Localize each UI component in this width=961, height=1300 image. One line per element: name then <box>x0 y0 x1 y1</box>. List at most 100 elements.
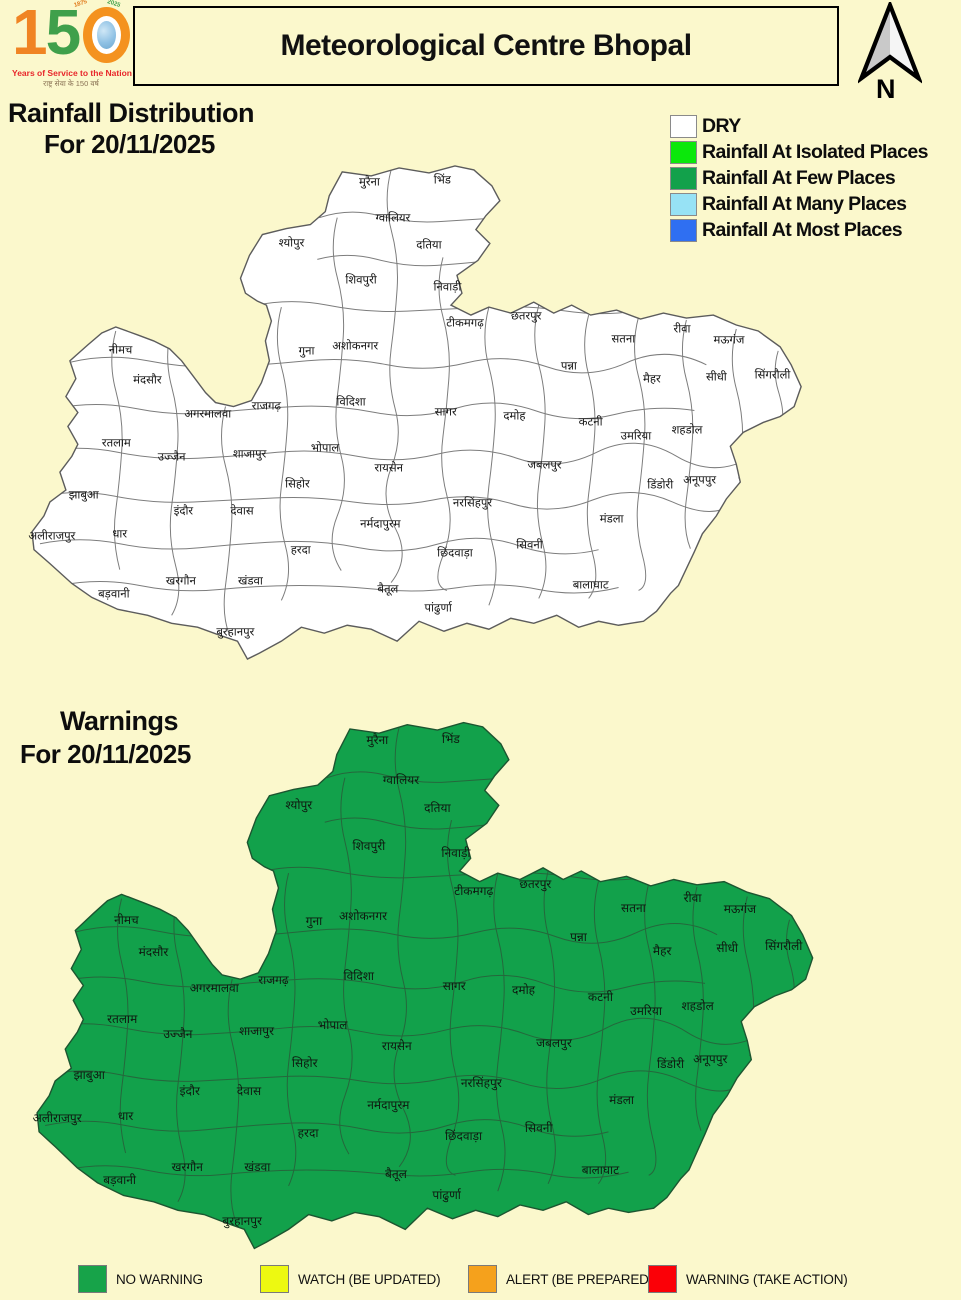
district-label: दमोह <box>512 982 536 997</box>
district-label: छतरपुर <box>510 310 542 323</box>
district-label: अनूपपुर <box>693 1051 728 1066</box>
district-label: शहडोल <box>671 424 703 437</box>
district-label: मंदसौर <box>133 374 162 387</box>
warning-legend-item: WARNING (TAKE ACTION) <box>648 1262 848 1296</box>
district-label: गुना <box>305 914 323 929</box>
district-label: रीवा <box>673 323 691 336</box>
globe-icon <box>97 21 116 49</box>
district-label: पन्ना <box>560 360 577 373</box>
mp-state-map <box>20 156 858 668</box>
logo-year-start: 1875 <box>73 0 88 9</box>
district-label: रतलाम <box>107 1012 138 1027</box>
district-label: झाबुआ <box>68 489 99 502</box>
legend-label: Rainfall At Few Places <box>702 166 896 189</box>
legend-swatch <box>670 218 697 242</box>
district-label: निवाड़ी <box>441 845 471 860</box>
district-label: गुना <box>298 345 315 358</box>
district-label: पांढुर्णा <box>432 1188 461 1203</box>
district-label: शाजापुर <box>232 448 267 461</box>
imd-150-logo: 1 5 1875 2025 Years of Service to the Na… <box>12 0 132 94</box>
district-label: भिंड <box>433 174 451 187</box>
district-label: उज्जैन <box>163 1027 193 1042</box>
district-label: डिंडोरी <box>657 1057 685 1072</box>
rainfall-heading: Rainfall Distribution <box>8 98 255 128</box>
legend-label: Rainfall At Many Places <box>702 192 907 215</box>
north-arrow: N <box>856 0 942 110</box>
title-box: Meteorological Centre Bhopal <box>133 6 839 86</box>
district-label: शाजापुर <box>239 1023 275 1038</box>
district-label: नर्मदापुरम <box>367 1098 410 1113</box>
district-label: श्योपुर <box>285 798 313 813</box>
legend-swatch <box>670 166 697 190</box>
district-label: मऊगंज <box>723 902 756 917</box>
district-label: रायसेन <box>374 462 403 475</box>
warning-legend-item: NO WARNING <box>78 1262 203 1296</box>
district-label: शिवपुरी <box>352 838 386 853</box>
district-label: बुरहानपुर <box>216 626 255 639</box>
district-label: नीमच <box>114 913 139 928</box>
district-label: बुरहानपुर <box>222 1213 262 1228</box>
district-label: मैहर <box>643 372 661 385</box>
warnings-date: For 20/11/2025 <box>20 739 191 769</box>
legend-label: WARNING (TAKE ACTION) <box>686 1271 848 1287</box>
district-label: इंदौर <box>173 505 194 518</box>
district-label: नरसिंहपुर <box>460 1076 502 1091</box>
legend-swatch <box>670 114 697 138</box>
rainfall-map: मुरैना भिंड ग्वालियर श्योपुर दतिया शिवपुरी निव… <box>20 156 858 668</box>
district-label: बड़वानी <box>98 588 130 601</box>
legend-label: NO WARNING <box>116 1271 203 1287</box>
district-label: सीधी <box>716 941 739 956</box>
district-label: मुरैना <box>358 175 380 188</box>
district-label: शिवपुरी <box>345 274 377 287</box>
warnings-legend: NO WARNING WATCH (BE UPDATED) ALERT (BE PR… <box>0 1262 961 1300</box>
district-label: रायसेन <box>381 1039 412 1054</box>
district-label: छतरपुर <box>519 876 552 891</box>
district-label: सागर <box>434 405 457 418</box>
district-label: भोपाल <box>310 442 340 455</box>
district-label: टीकमगढ़ <box>446 317 484 330</box>
district-label: नरसिंहपुर <box>452 497 493 510</box>
district-label: रीवा <box>683 890 702 905</box>
district-label: भोपाल <box>317 1017 348 1032</box>
logo-digit-1: 1 <box>12 0 48 68</box>
district-label: मंडला <box>609 1093 634 1108</box>
district-label: अगरमालवा <box>184 407 232 420</box>
warnings-heading: Warnings <box>60 706 179 736</box>
district-label: अगरमालवा <box>189 980 239 995</box>
district-label: देवास <box>236 1084 262 1099</box>
district-label: जबलपुर <box>527 459 562 472</box>
mp-state-map <box>25 712 870 1258</box>
district-label: छिंदवाड़ा <box>437 547 473 560</box>
district-label: खंडवा <box>244 1159 271 1174</box>
rainfall-date: For 20/11/2025 <box>44 129 215 159</box>
legend-row: Rainfall At Few Places <box>670 165 928 191</box>
legend-row: Rainfall At Many Places <box>670 191 928 217</box>
district-label: विदिशा <box>343 968 375 983</box>
district-label: निवाड़ी <box>433 281 462 294</box>
rainfall-legend: DRY Rainfall At Isolated Places Rainfall A… <box>670 113 928 243</box>
legend-row: Rainfall At Most Places <box>670 217 928 243</box>
district-label: विदिशा <box>336 396 366 409</box>
logo-digit-5: 5 <box>45 0 82 68</box>
district-label: बड़वानी <box>103 1173 137 1188</box>
district-label: पांढुर्णा <box>424 602 452 615</box>
district-label: सतना <box>621 901 646 915</box>
district-label: छिंदवाड़ा <box>444 1129 483 1144</box>
district-label: बालाघाट <box>581 1163 620 1178</box>
district-label: अशोकनगर <box>339 908 387 923</box>
district-label: उमरिया <box>620 429 652 442</box>
district-label: जबलपुर <box>536 1035 572 1050</box>
district-label: अलीराजपुर <box>28 530 76 543</box>
legend-swatch <box>468 1265 497 1293</box>
district-label: सिंगरौली <box>754 368 791 381</box>
district-label: सिवनी <box>524 1120 553 1135</box>
district-label: दतिया <box>424 800 451 815</box>
district-label: मंदसौर <box>138 944 169 959</box>
district-label: अशोकनगर <box>332 340 379 353</box>
district-label: धार <box>112 528 128 541</box>
district-label: शहडोल <box>681 998 714 1013</box>
district-label: राजगढ़ <box>251 400 281 413</box>
district-label: इंदौर <box>179 1084 200 1099</box>
district-label: मऊगंज <box>713 334 745 347</box>
legend-swatch <box>670 140 697 164</box>
